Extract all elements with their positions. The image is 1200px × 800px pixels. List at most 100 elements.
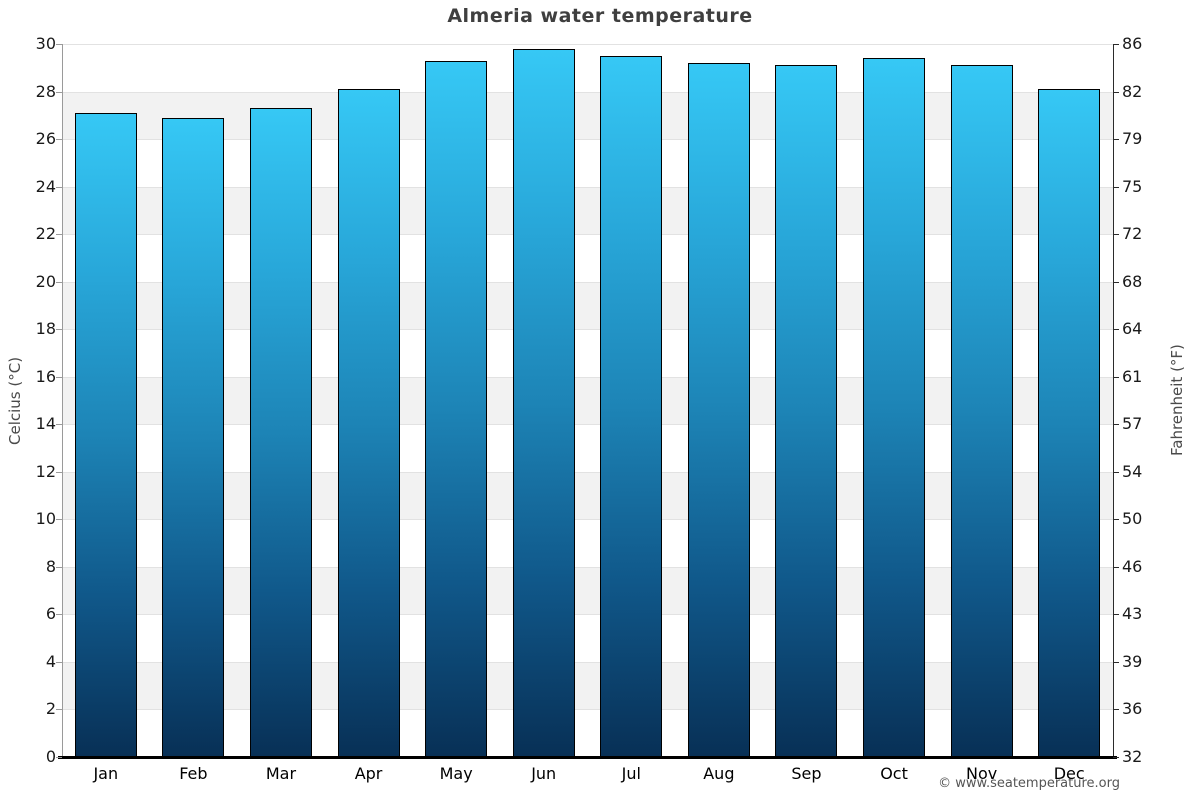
- x-tick-label-jul: Jul: [621, 764, 641, 783]
- y-tick-mark-right: [1113, 662, 1119, 663]
- bar-jan: [74, 112, 137, 757]
- plot-band: [62, 281, 1113, 330]
- y-tick-mark-left: [56, 424, 62, 425]
- gridline: [62, 614, 1113, 615]
- y-tick-mark-right: [1113, 472, 1119, 473]
- x-tick-label-feb: Feb: [179, 764, 208, 783]
- y-axis-line-left: [62, 44, 63, 757]
- y-tick-mark-right: [1113, 92, 1119, 93]
- y-tick-label-celsius: 28: [35, 81, 56, 101]
- y-tick-mark-right: [1113, 282, 1119, 283]
- y-tick-mark-left: [56, 757, 62, 758]
- plot-band: [62, 329, 1113, 377]
- bar-may: [425, 60, 488, 757]
- x-tick-label-sep: Sep: [791, 764, 822, 783]
- gridline: [62, 377, 1113, 378]
- y-tick-mark-left: [56, 662, 62, 663]
- y-tick-label-fahrenheit: 82: [1122, 81, 1143, 101]
- bar-apr: [337, 89, 400, 757]
- y-tick-label-celsius: 18: [35, 319, 56, 339]
- y-tick-mark-left: [56, 92, 62, 93]
- y-tick-mark-right: [1113, 234, 1119, 235]
- y-tick-mark-left: [56, 282, 62, 283]
- gridline: [62, 234, 1113, 235]
- plot-band: [62, 376, 1113, 425]
- y-tick-mark-right: [1113, 377, 1119, 378]
- y-tick-mark-right: [1113, 139, 1119, 140]
- y-tick-label-fahrenheit: 79: [1122, 129, 1143, 149]
- x-tick-label-jun: Jun: [531, 764, 557, 783]
- x-tick-label-aug: Aug: [703, 764, 735, 783]
- y-tick-mark-left: [56, 139, 62, 140]
- y-tick-mark-right: [1113, 614, 1119, 615]
- y-tick-label-fahrenheit: 57: [1122, 414, 1143, 434]
- bar-nov: [950, 65, 1013, 757]
- y-tick-mark-right: [1113, 187, 1119, 188]
- plot-band: [62, 519, 1113, 567]
- y-tick-label-fahrenheit: 46: [1122, 556, 1143, 576]
- y-tick-mark-right: [1113, 424, 1119, 425]
- y-tick-label-fahrenheit: 32: [1122, 747, 1143, 766]
- y-tick-label-fahrenheit: 61: [1122, 366, 1143, 386]
- y-tick-label-fahrenheit: 68: [1122, 271, 1143, 291]
- copyright-link[interactable]: © www.seatemperature.org: [938, 776, 1120, 791]
- bar-oct: [863, 58, 926, 757]
- x-tick-label-oct: Oct: [880, 764, 908, 783]
- y-tick-mark-left: [56, 187, 62, 188]
- plot-band: [62, 471, 1113, 520]
- y-tick-label-celsius: 10: [35, 509, 56, 529]
- gridline: [62, 329, 1113, 330]
- y-tick-label-celsius: 8: [45, 556, 56, 576]
- bar-feb: [162, 117, 225, 757]
- y-tick-mark-left: [56, 614, 62, 615]
- y-tick-label-celsius: 22: [35, 224, 56, 244]
- y-tick-mark-left: [56, 567, 62, 568]
- gridline: [62, 567, 1113, 568]
- y-tick-mark-left: [56, 234, 62, 235]
- plot-band: [62, 139, 1113, 187]
- plot-band: [62, 614, 1113, 662]
- y-tick-mark-left: [56, 329, 62, 330]
- x-tick-label-jan: Jan: [93, 764, 119, 783]
- y-tick-label-celsius: 30: [35, 34, 56, 53]
- bar-aug: [687, 63, 750, 757]
- y-tick-label-celsius: 14: [35, 414, 56, 434]
- gridline: [62, 709, 1113, 710]
- gridline: [62, 519, 1113, 520]
- y-tick-label-celsius: 26: [35, 129, 56, 149]
- bar-dec: [1038, 89, 1101, 757]
- y-tick-mark-right: [1113, 709, 1119, 710]
- plot-band: [62, 661, 1113, 710]
- x-tick-label-may: May: [439, 764, 473, 783]
- y-tick-label-fahrenheit: 39: [1122, 651, 1143, 671]
- x-axis-line: [58, 756, 1117, 759]
- y-axis-title-celsius: Celcius (°C): [6, 356, 24, 445]
- y-tick-label-fahrenheit: 43: [1122, 604, 1143, 624]
- bar-mar: [249, 108, 312, 757]
- x-tick-label-apr: Apr: [354, 764, 383, 783]
- y-tick-label-fahrenheit: 54: [1122, 461, 1143, 481]
- y-tick-mark-left: [56, 44, 62, 45]
- plot-band: [62, 186, 1113, 235]
- plot-band: [62, 709, 1113, 757]
- y-tick-label-fahrenheit: 36: [1122, 699, 1143, 719]
- plot-band: [62, 44, 1113, 92]
- y-tick-mark-left: [56, 519, 62, 520]
- gridline: [62, 472, 1113, 473]
- y-tick-label-celsius: 6: [45, 604, 56, 624]
- y-tick-label-celsius: 4: [45, 651, 56, 671]
- y-tick-label-celsius: 24: [35, 176, 56, 196]
- gridline: [62, 282, 1113, 283]
- gridline: [62, 187, 1113, 188]
- y-tick-label-fahrenheit: 72: [1122, 224, 1143, 244]
- y-tick-label-celsius: 2: [45, 699, 56, 719]
- y-tick-mark-right: [1113, 519, 1119, 520]
- y-tick-mark-right: [1113, 44, 1119, 45]
- gridline: [62, 44, 1113, 45]
- y-tick-mark-left: [56, 709, 62, 710]
- x-tick-label-nov: Nov: [966, 764, 998, 783]
- y-tick-mark-right: [1113, 757, 1119, 758]
- chart-title: Almeria water temperature: [447, 5, 753, 27]
- y-tick-label-celsius: 20: [35, 271, 56, 291]
